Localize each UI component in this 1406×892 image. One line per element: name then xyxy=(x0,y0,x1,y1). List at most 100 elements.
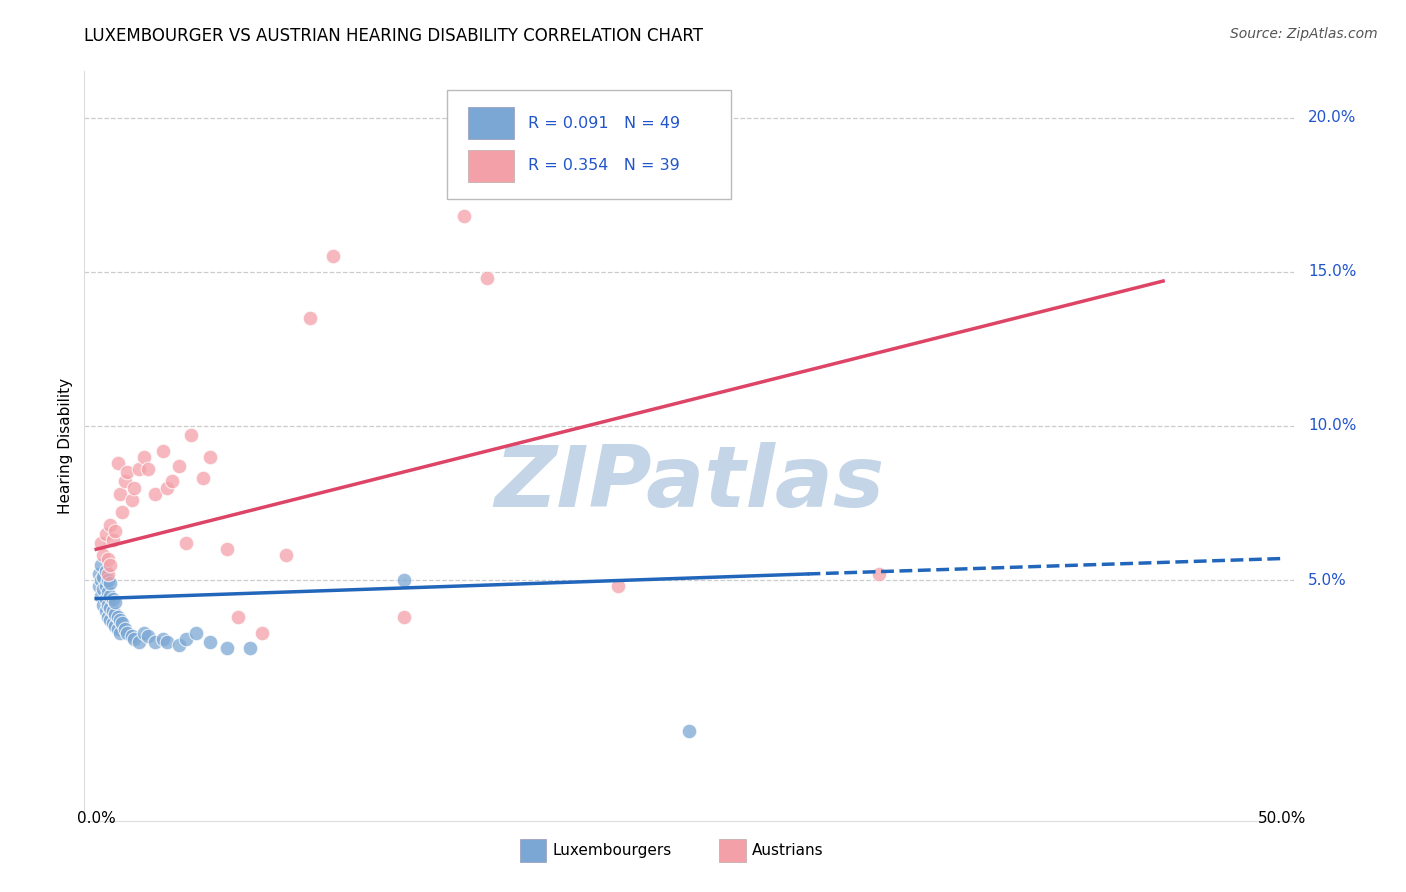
Point xyxy=(228,610,250,624)
Text: 20.0%: 20.0% xyxy=(1308,110,1357,125)
Point xyxy=(215,640,238,655)
Point xyxy=(97,566,120,581)
Point xyxy=(152,443,174,458)
Point xyxy=(90,536,112,550)
Point xyxy=(108,613,131,627)
Point xyxy=(152,632,174,646)
Point xyxy=(87,579,110,593)
Point xyxy=(114,475,136,489)
Point xyxy=(394,573,416,587)
Point xyxy=(606,579,628,593)
Point xyxy=(97,551,120,566)
Point xyxy=(97,598,120,612)
Point xyxy=(108,487,131,501)
Point xyxy=(101,616,124,631)
Text: 5.0%: 5.0% xyxy=(1308,573,1347,588)
Text: Luxembourgers: Luxembourgers xyxy=(553,843,672,858)
Text: 0.0%: 0.0% xyxy=(77,812,115,826)
Bar xyxy=(468,150,513,181)
Point xyxy=(97,610,120,624)
Point xyxy=(868,566,890,581)
Point xyxy=(176,632,198,646)
Point xyxy=(94,604,117,618)
Point xyxy=(121,492,143,507)
Point xyxy=(100,600,122,615)
Point xyxy=(101,591,124,606)
Point xyxy=(184,625,207,640)
Point xyxy=(322,249,344,263)
Point xyxy=(198,450,221,464)
Point xyxy=(104,595,127,609)
Point xyxy=(298,311,321,326)
Point xyxy=(191,471,214,485)
Point xyxy=(114,623,136,637)
Text: R = 0.091   N = 49: R = 0.091 N = 49 xyxy=(529,116,681,130)
Point xyxy=(198,635,221,649)
Point xyxy=(180,428,202,442)
Point xyxy=(453,209,475,223)
Point xyxy=(91,549,114,563)
Point xyxy=(156,635,179,649)
Point xyxy=(111,505,134,519)
Point xyxy=(87,566,110,581)
Point xyxy=(90,573,112,587)
Point xyxy=(94,591,117,606)
Point xyxy=(167,458,190,473)
Point xyxy=(156,481,179,495)
Point xyxy=(132,625,155,640)
Point xyxy=(145,487,167,501)
Point xyxy=(100,576,122,591)
Bar xyxy=(520,839,547,862)
Point xyxy=(111,616,134,631)
FancyBboxPatch shape xyxy=(447,90,731,199)
Point xyxy=(107,623,129,637)
Text: 50.0%: 50.0% xyxy=(1257,812,1306,826)
Point xyxy=(115,465,138,479)
Point xyxy=(101,604,124,618)
Point xyxy=(94,579,117,593)
Text: 10.0%: 10.0% xyxy=(1308,418,1357,434)
Point xyxy=(104,607,127,621)
Point xyxy=(90,589,112,603)
Point xyxy=(115,625,138,640)
Point xyxy=(108,625,131,640)
Point xyxy=(100,517,122,532)
Point xyxy=(97,585,120,599)
Point xyxy=(97,573,120,587)
Point xyxy=(239,640,262,655)
Point xyxy=(160,475,183,489)
Point xyxy=(132,450,155,464)
Point xyxy=(128,462,150,476)
Point xyxy=(104,619,127,633)
Point xyxy=(167,638,190,652)
Text: Austrians: Austrians xyxy=(752,843,824,858)
Point xyxy=(122,481,145,495)
Point xyxy=(121,629,143,643)
Y-axis label: Hearing Disability: Hearing Disability xyxy=(58,378,73,514)
Point xyxy=(94,564,117,578)
Point xyxy=(138,462,160,476)
Text: R = 0.354   N = 39: R = 0.354 N = 39 xyxy=(529,158,681,173)
Text: Source: ZipAtlas.com: Source: ZipAtlas.com xyxy=(1230,27,1378,41)
Point xyxy=(104,524,127,538)
Point xyxy=(274,549,297,563)
Bar xyxy=(468,107,513,139)
Point xyxy=(91,582,114,597)
Point xyxy=(101,533,124,547)
Point xyxy=(128,635,150,649)
Point xyxy=(394,610,416,624)
Point xyxy=(145,635,167,649)
Point xyxy=(477,271,499,285)
Point xyxy=(138,629,160,643)
Point xyxy=(107,456,129,470)
Point xyxy=(176,536,198,550)
Point xyxy=(250,625,273,640)
Point xyxy=(94,527,117,541)
Point xyxy=(100,613,122,627)
Point xyxy=(122,632,145,646)
Text: 15.0%: 15.0% xyxy=(1308,264,1357,279)
Text: ZIPatlas: ZIPatlas xyxy=(494,442,884,525)
Point xyxy=(90,558,112,572)
Point xyxy=(100,558,122,572)
Point xyxy=(91,598,114,612)
